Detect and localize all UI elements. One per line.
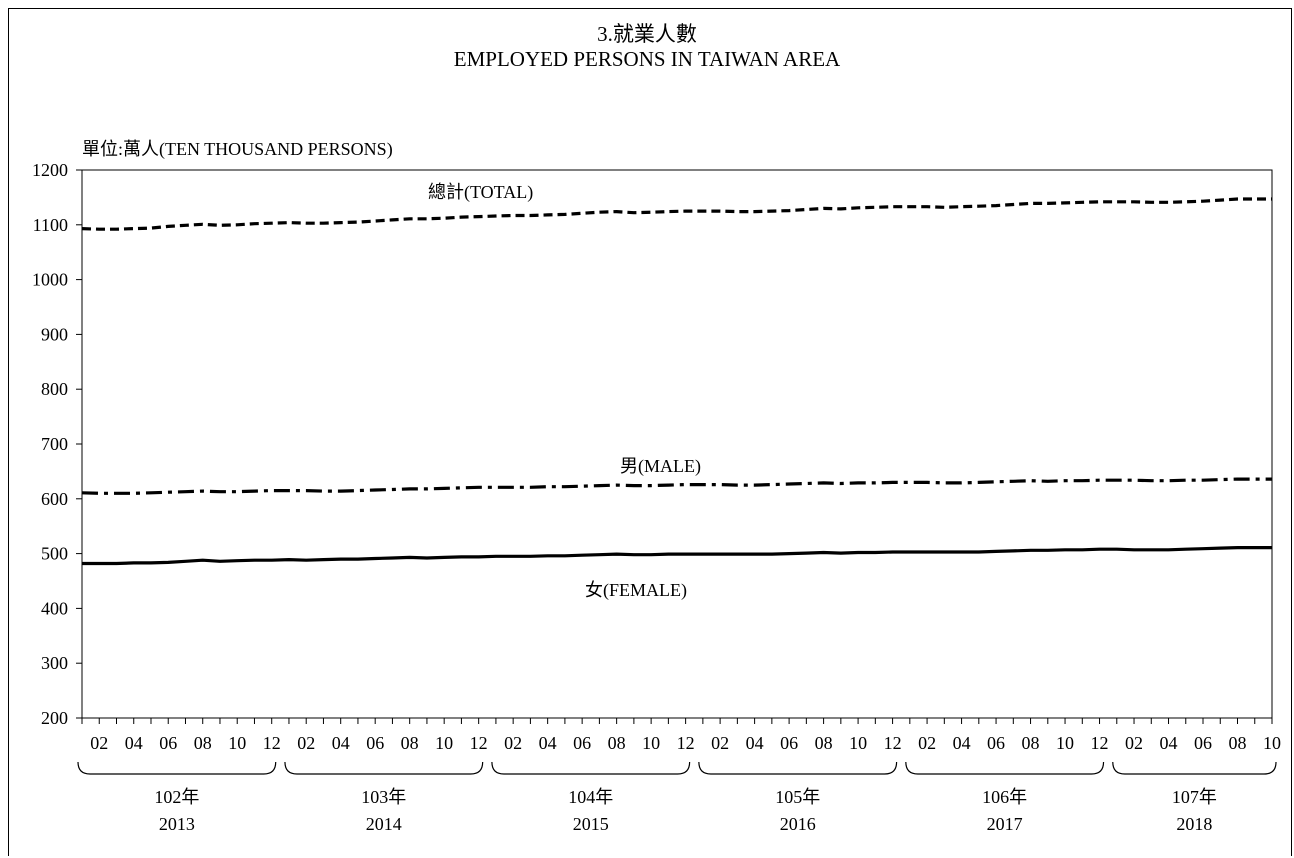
chart-subtitle: EMPLOYED PERSONS IN TAIWAN AREA <box>453 47 841 71</box>
year-label-roc: 105年 <box>775 787 820 807</box>
y-tick-label: 800 <box>41 379 68 399</box>
x-tick-label: 02 <box>90 733 108 753</box>
x-tick-label: 06 <box>987 733 1005 753</box>
year-label-ad: 2018 <box>1176 814 1212 834</box>
year-bracket <box>491 761 691 775</box>
x-tick-label: 08 <box>1022 733 1040 753</box>
x-tick-label: 10 <box>642 733 660 753</box>
x-tick-label: 12 <box>1091 733 1109 753</box>
year-label-roc: 102年 <box>154 787 199 807</box>
y-tick-label: 1000 <box>32 270 68 290</box>
x-tick-label: 10 <box>849 733 867 753</box>
y-tick-label: 200 <box>41 708 68 728</box>
x-tick-label: 06 <box>573 733 591 753</box>
x-tick-label: 10 <box>1056 733 1074 753</box>
x-tick-label: 02 <box>711 733 729 753</box>
y-tick-label: 400 <box>41 598 68 618</box>
y-tick-label: 500 <box>41 544 68 564</box>
y-tick-label: 600 <box>41 489 68 509</box>
year-label-roc: 106年 <box>982 787 1027 807</box>
x-tick-label: 04 <box>953 733 971 753</box>
year-label-roc: 107年 <box>1172 787 1217 807</box>
year-bracket <box>905 761 1105 775</box>
x-tick-label: 04 <box>332 733 350 753</box>
year-label-ad: 2014 <box>366 814 402 834</box>
y-tick-label: 1200 <box>32 160 68 180</box>
x-tick-label: 12 <box>470 733 488 753</box>
series-line-2 <box>82 545 1272 566</box>
x-tick-label: 02 <box>918 733 936 753</box>
series-line-0 <box>81 197 1272 231</box>
y-tick-label: 900 <box>41 324 68 344</box>
series-line-1 <box>81 477 1272 495</box>
x-tick-label: 06 <box>159 733 177 753</box>
x-tick-label: 04 <box>539 733 557 753</box>
year-bracket <box>698 761 898 775</box>
x-tick-label: 10 <box>1263 733 1281 753</box>
x-tick-label: 08 <box>401 733 419 753</box>
series-label-1: 男(MALE) <box>620 456 701 477</box>
year-label-roc: 104年 <box>568 787 613 807</box>
x-tick-label: 02 <box>297 733 315 753</box>
x-tick-label: 08 <box>608 733 626 753</box>
y-tick-label: 300 <box>41 653 68 673</box>
x-tick-label: 12 <box>263 733 281 753</box>
x-tick-label: 04 <box>1160 733 1178 753</box>
year-label-ad: 2016 <box>780 814 816 834</box>
series-label-0: 總計(TOTAL) <box>428 182 533 203</box>
x-tick-label: 10 <box>228 733 246 753</box>
x-tick-label: 08 <box>194 733 212 753</box>
x-tick-label: 04 <box>125 733 143 753</box>
year-bracket <box>77 761 277 775</box>
x-tick-label: 12 <box>884 733 902 753</box>
x-tick-label: 02 <box>504 733 522 753</box>
plot-area <box>81 169 1273 719</box>
x-tick-label: 12 <box>677 733 695 753</box>
year-bracket <box>1112 761 1277 775</box>
x-tick-label: 04 <box>746 733 764 753</box>
x-tick-label: 08 <box>1229 733 1247 753</box>
year-label-ad: 2015 <box>573 814 609 834</box>
y-tick-label: 1100 <box>33 215 68 235</box>
series-label-2: 女(FEMALE) <box>585 580 687 601</box>
year-bracket <box>284 761 484 775</box>
year-label-ad: 2013 <box>159 814 195 834</box>
y-axis-unit-label: 單位:萬人(TEN THOUSAND PERSONS) <box>82 139 393 159</box>
y-tick-label: 700 <box>41 434 68 454</box>
x-tick-label: 06 <box>366 733 384 753</box>
year-label-ad: 2017 <box>987 814 1023 834</box>
x-tick-label: 02 <box>1125 733 1143 753</box>
chart-frame <box>8 8 1292 856</box>
chart-title: 3.就業人數 <box>597 22 697 46</box>
x-tick-label: 06 <box>780 733 798 753</box>
x-tick-label: 10 <box>435 733 453 753</box>
x-tick-label: 06 <box>1194 733 1212 753</box>
x-tick-label: 08 <box>815 733 833 753</box>
year-label-roc: 103年 <box>361 787 406 807</box>
